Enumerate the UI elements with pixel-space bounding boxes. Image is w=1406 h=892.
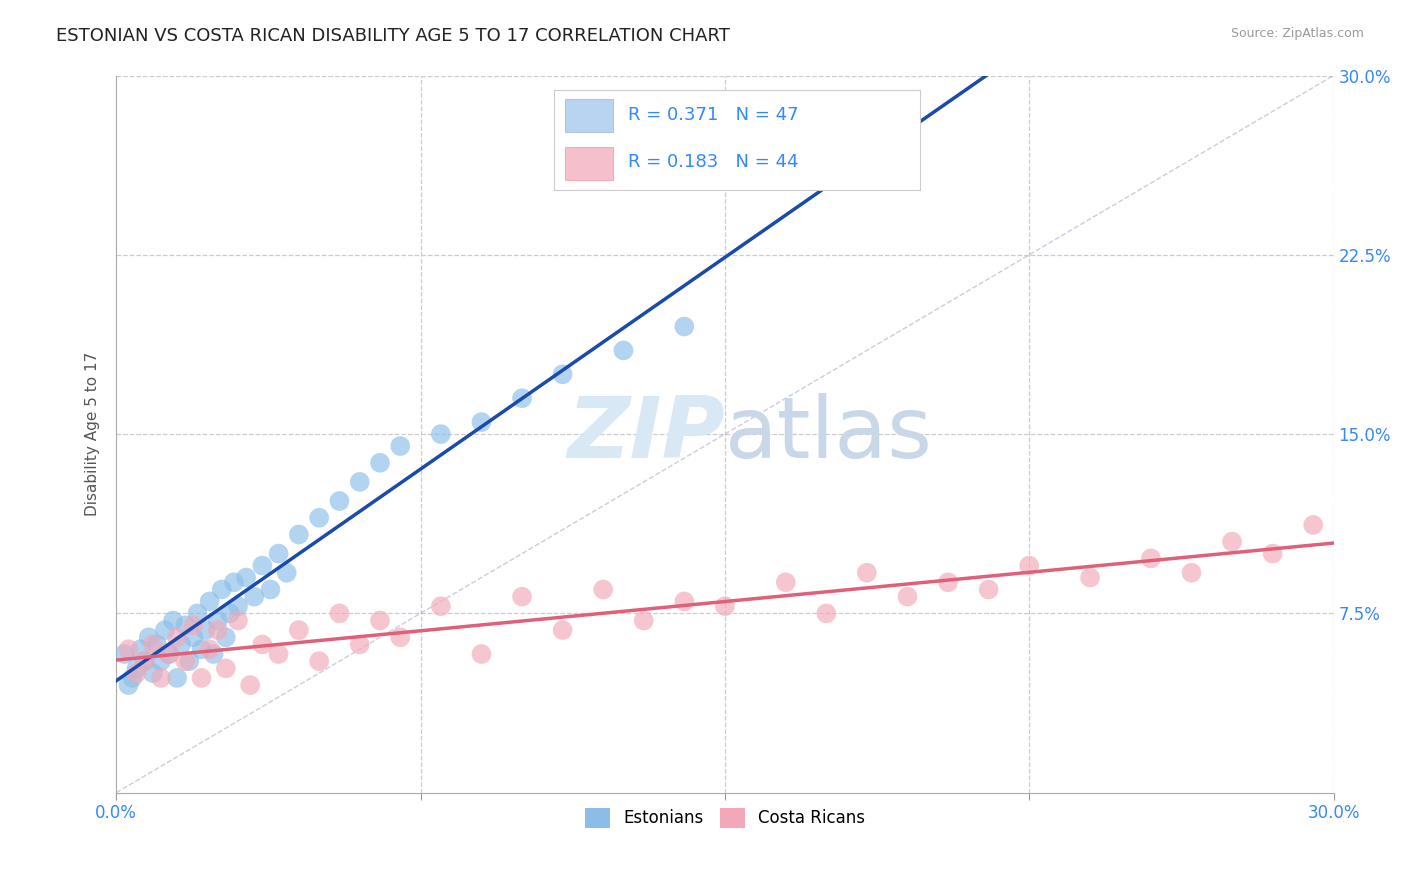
Point xyxy=(856,566,879,580)
Point xyxy=(157,647,180,661)
Point xyxy=(207,623,229,637)
Legend: Estonians, Costa Ricans: Estonians, Costa Ricans xyxy=(578,801,872,835)
Point xyxy=(149,671,172,685)
Point xyxy=(1018,558,1040,573)
Point xyxy=(633,614,655,628)
Point xyxy=(470,647,492,661)
Point xyxy=(259,582,281,597)
Point xyxy=(117,678,139,692)
Point xyxy=(267,647,290,661)
Y-axis label: Disability Age 5 to 17: Disability Age 5 to 17 xyxy=(86,352,100,516)
Point xyxy=(142,666,165,681)
Point xyxy=(170,637,193,651)
Point xyxy=(125,661,148,675)
Point xyxy=(288,623,311,637)
Point xyxy=(267,547,290,561)
Point xyxy=(112,647,135,661)
Point xyxy=(288,527,311,541)
Point xyxy=(308,510,330,524)
Point xyxy=(153,623,176,637)
Point xyxy=(243,590,266,604)
Point xyxy=(215,630,238,644)
Point xyxy=(1140,551,1163,566)
Point xyxy=(430,599,453,614)
Point xyxy=(134,654,156,668)
Text: atlas: atlas xyxy=(725,392,934,475)
Point xyxy=(222,575,245,590)
Point xyxy=(673,594,696,608)
Point xyxy=(551,623,574,637)
Point xyxy=(936,575,959,590)
Point xyxy=(146,637,169,651)
Point xyxy=(215,661,238,675)
Point xyxy=(174,654,197,668)
Point xyxy=(125,666,148,681)
Text: ESTONIAN VS COSTA RICAN DISABILITY AGE 5 TO 17 CORRELATION CHART: ESTONIAN VS COSTA RICAN DISABILITY AGE 5… xyxy=(56,27,730,45)
Point xyxy=(149,654,172,668)
Point xyxy=(1302,517,1324,532)
Point xyxy=(1078,570,1101,584)
Point xyxy=(349,475,371,489)
Point xyxy=(612,343,634,358)
Point xyxy=(186,607,208,621)
Point xyxy=(389,439,412,453)
Point xyxy=(134,654,156,668)
Point xyxy=(121,671,143,685)
Point xyxy=(1261,547,1284,561)
Point xyxy=(328,607,350,621)
Point xyxy=(198,642,221,657)
Point xyxy=(138,630,160,644)
Point xyxy=(349,637,371,651)
Point xyxy=(207,614,229,628)
Point xyxy=(252,637,274,651)
Point xyxy=(183,618,205,632)
Point xyxy=(308,654,330,668)
Point xyxy=(211,582,233,597)
Point xyxy=(592,582,614,597)
Point xyxy=(389,630,412,644)
Point xyxy=(368,614,391,628)
Text: Source: ZipAtlas.com: Source: ZipAtlas.com xyxy=(1230,27,1364,40)
Point xyxy=(166,671,188,685)
Point xyxy=(117,642,139,657)
Point xyxy=(714,599,737,614)
Point xyxy=(202,647,225,661)
Point xyxy=(775,575,797,590)
Point xyxy=(1180,566,1202,580)
Point xyxy=(183,630,205,644)
Point xyxy=(194,623,217,637)
Point xyxy=(226,614,249,628)
Point xyxy=(190,642,212,657)
Point xyxy=(239,678,262,692)
Point xyxy=(179,654,201,668)
Point xyxy=(470,415,492,429)
Point xyxy=(219,607,242,621)
Point xyxy=(1220,534,1243,549)
Text: ZIP: ZIP xyxy=(567,392,725,475)
Point xyxy=(977,582,1000,597)
Point xyxy=(162,614,184,628)
Point xyxy=(896,590,918,604)
Point xyxy=(815,607,838,621)
Point xyxy=(157,647,180,661)
Point xyxy=(190,671,212,685)
Point xyxy=(166,630,188,644)
Point xyxy=(129,642,152,657)
Point xyxy=(510,590,533,604)
Point xyxy=(174,618,197,632)
Point xyxy=(430,427,453,442)
Point xyxy=(551,368,574,382)
Point xyxy=(235,570,257,584)
Point xyxy=(276,566,298,580)
Point xyxy=(510,391,533,405)
Point xyxy=(226,599,249,614)
Point xyxy=(198,594,221,608)
Point xyxy=(328,494,350,508)
Point xyxy=(673,319,696,334)
Point xyxy=(252,558,274,573)
Point xyxy=(142,637,165,651)
Point xyxy=(368,456,391,470)
